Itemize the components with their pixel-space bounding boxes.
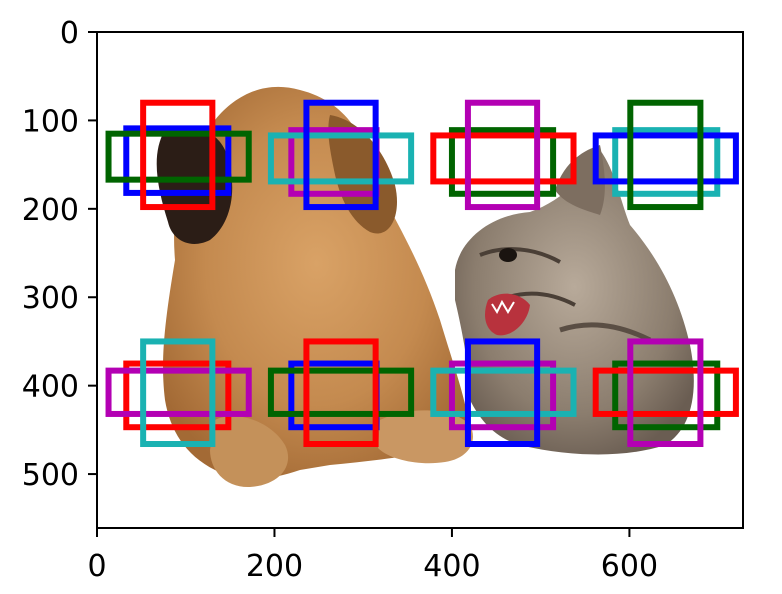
y-tick-label: 100 (22, 104, 79, 139)
anchor-boxes (105, 99, 739, 448)
anchor-box-5-cyan (267, 132, 415, 185)
puppy-body (163, 86, 470, 480)
y-axis: 0 100 200 300 400 500 (22, 16, 97, 493)
anchor-box-10-cyan (612, 127, 721, 197)
y-tick-label: 0 (60, 16, 79, 51)
axes-frame (96, 31, 744, 529)
puppy-paw-right (378, 410, 473, 464)
anchor-box-2-green (105, 130, 252, 183)
puppy-paw-left (210, 416, 289, 488)
kitten-mouth (485, 293, 530, 336)
y-tick-label: 300 (22, 281, 79, 316)
puppy-ear (328, 115, 398, 234)
anchor-box-24-magenta (627, 338, 704, 448)
anchor-box-1-blue (123, 125, 232, 196)
x-tick-label: 400 (423, 549, 480, 584)
anchor-box-13-red (123, 360, 232, 431)
anchor-box-23-red (592, 367, 739, 417)
anchor-box-12-green (627, 99, 704, 211)
y-tick-label: 400 (22, 370, 79, 405)
anchor-box-22-green (612, 360, 721, 431)
anchor-box-9-magenta (464, 99, 541, 211)
anchor-box-21-blue (464, 338, 541, 448)
y-tick-label: 200 (22, 193, 79, 228)
x-tick-label: 600 (601, 549, 658, 584)
anchor-box-18-red (303, 338, 379, 448)
anchor-box-11-blue (592, 132, 739, 185)
kitten-body (455, 150, 694, 455)
anchor-box-8-red (430, 132, 577, 185)
kitten-eye (499, 248, 517, 262)
anchor-box-14-magenta (105, 367, 252, 417)
x-tick-label: 200 (246, 549, 303, 584)
y-tick-label: 500 (22, 458, 79, 493)
anchor-box-17-green (267, 367, 415, 417)
anchor-box-3-red (140, 99, 216, 211)
anchor-box-6-blue (303, 99, 379, 211)
anchor-box-15-cyan (140, 338, 216, 448)
anchor-box-7-green (448, 127, 557, 197)
x-tick-label: 0 (87, 549, 106, 584)
kitten-ear (555, 145, 605, 215)
anchor-box-19-magenta (448, 360, 557, 431)
anchor-box-20-cyan (430, 367, 577, 417)
x-axis: 0 200 400 600 (87, 528, 658, 584)
